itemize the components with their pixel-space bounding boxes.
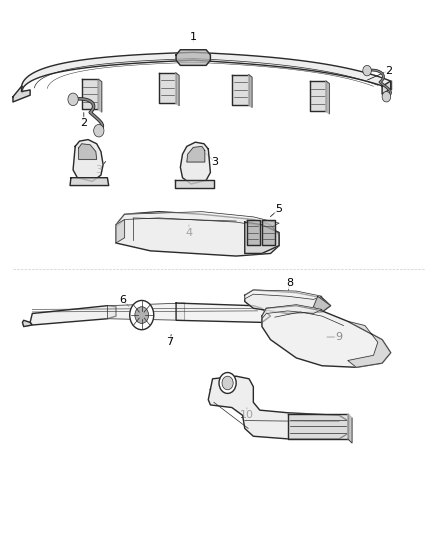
- Text: 3: 3: [95, 165, 102, 175]
- Circle shape: [130, 301, 154, 330]
- Circle shape: [68, 93, 78, 106]
- Circle shape: [382, 92, 391, 102]
- Polygon shape: [107, 303, 185, 320]
- Polygon shape: [326, 81, 329, 114]
- Text: 1: 1: [190, 31, 197, 42]
- Polygon shape: [73, 140, 103, 181]
- Polygon shape: [176, 73, 179, 106]
- Polygon shape: [314, 296, 331, 312]
- Text: 4: 4: [185, 228, 193, 238]
- Polygon shape: [30, 306, 116, 325]
- Polygon shape: [21, 52, 391, 92]
- Polygon shape: [288, 414, 348, 439]
- Polygon shape: [348, 321, 391, 367]
- Polygon shape: [382, 81, 391, 94]
- Polygon shape: [116, 212, 279, 227]
- Polygon shape: [232, 75, 249, 105]
- Polygon shape: [99, 79, 102, 112]
- Polygon shape: [348, 414, 352, 443]
- Circle shape: [135, 306, 148, 324]
- Polygon shape: [245, 290, 331, 313]
- Polygon shape: [79, 144, 97, 159]
- Polygon shape: [187, 147, 205, 162]
- Text: 8: 8: [286, 278, 293, 288]
- Polygon shape: [82, 79, 99, 109]
- Polygon shape: [208, 376, 348, 439]
- Polygon shape: [13, 86, 30, 102]
- Polygon shape: [245, 290, 322, 300]
- Polygon shape: [249, 75, 252, 108]
- Circle shape: [222, 376, 233, 390]
- Polygon shape: [245, 222, 279, 254]
- Text: 2: 2: [80, 118, 87, 128]
- Polygon shape: [159, 73, 176, 103]
- Polygon shape: [116, 220, 124, 243]
- Text: 10: 10: [240, 410, 254, 421]
- Text: 7: 7: [166, 337, 173, 347]
- Polygon shape: [22, 320, 32, 327]
- Circle shape: [219, 373, 236, 393]
- Polygon shape: [176, 303, 271, 322]
- Text: 6: 6: [119, 295, 126, 305]
- Polygon shape: [262, 220, 275, 245]
- Polygon shape: [116, 212, 279, 256]
- Circle shape: [363, 66, 371, 76]
- Text: 3: 3: [211, 157, 218, 167]
- Polygon shape: [70, 177, 109, 185]
- Polygon shape: [247, 220, 260, 245]
- Polygon shape: [262, 305, 322, 319]
- Polygon shape: [175, 180, 214, 188]
- Text: 9: 9: [336, 332, 343, 342]
- Polygon shape: [262, 306, 391, 367]
- Text: 5: 5: [276, 204, 283, 214]
- Text: 2: 2: [385, 66, 392, 76]
- Circle shape: [94, 124, 104, 137]
- Polygon shape: [176, 50, 210, 66]
- Polygon shape: [180, 142, 210, 184]
- Polygon shape: [310, 81, 326, 111]
